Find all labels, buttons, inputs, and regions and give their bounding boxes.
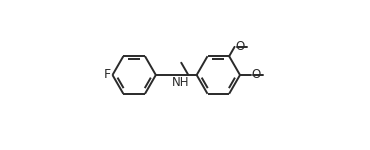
Text: F: F [103, 69, 111, 81]
Text: O: O [252, 68, 261, 81]
Text: O: O [235, 40, 245, 53]
Text: NH: NH [172, 76, 189, 89]
